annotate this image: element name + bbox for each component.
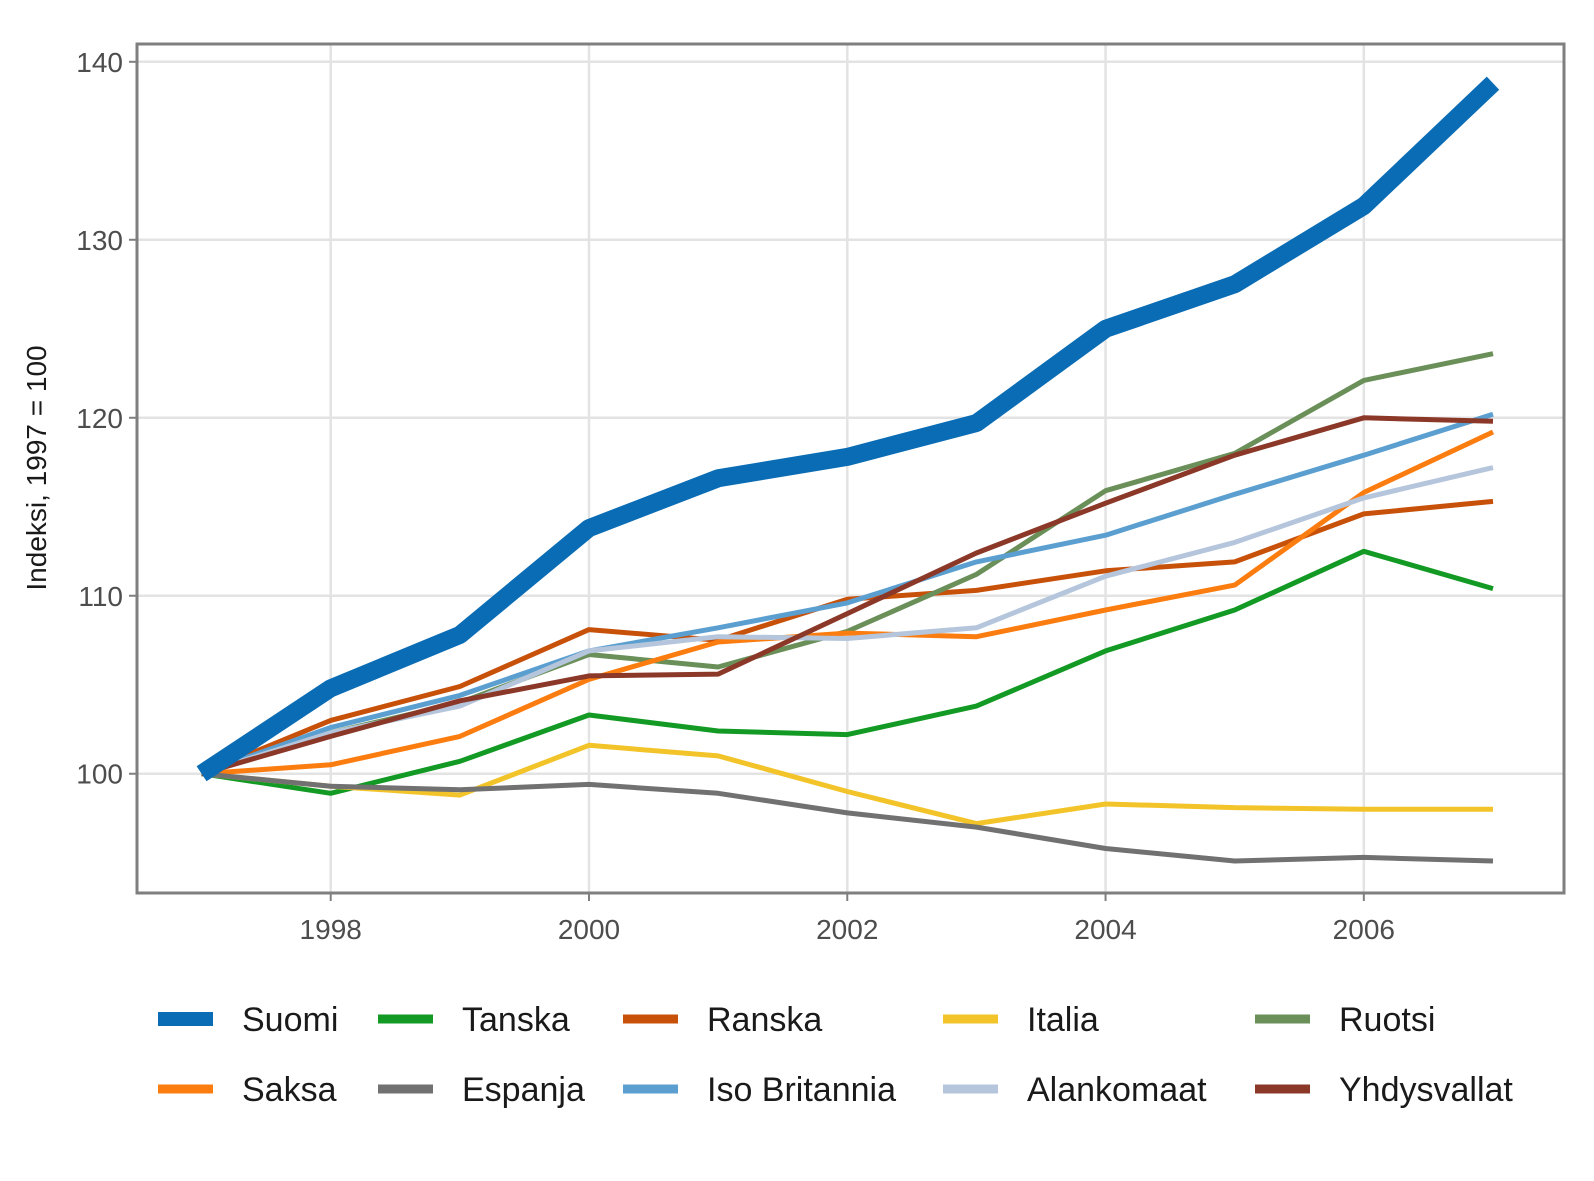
- legend-item-yhdysvallat: Yhdysvallat: [1255, 1071, 1513, 1109]
- legend-label: Saksa: [242, 1071, 337, 1109]
- gridlines: [137, 44, 1564, 893]
- y-tick-label: 140: [76, 47, 123, 78]
- y-tick-label: 120: [76, 403, 123, 434]
- legend-item-italia: Italia: [943, 1001, 1099, 1039]
- y-tick-label: 110: [78, 581, 123, 612]
- x-tick-label: 2006: [1333, 914, 1395, 945]
- plot-border: [135, 42, 1566, 895]
- series-line-yhdysvallat: [200, 415, 1494, 777]
- y-tick-label: 130: [76, 225, 123, 256]
- legend-item-alankomaat: Alankomaat: [943, 1071, 1207, 1109]
- legend-label: Ruotsi: [1339, 1001, 1435, 1039]
- x-tick-label: 2002: [816, 914, 878, 945]
- series-line-suomi: [196, 76, 1500, 782]
- legend-label: Italia: [1027, 1001, 1099, 1039]
- x-tick-label: 2000: [558, 914, 620, 945]
- series-line-saksa: [201, 429, 1495, 777]
- legend-item-iso-britannia: Iso Britannia: [623, 1071, 896, 1109]
- legend-label: Alankomaat: [1027, 1071, 1207, 1109]
- legend-item-espanja: Espanja: [378, 1071, 585, 1109]
- legend-item-ranska: Ranska: [623, 1001, 822, 1039]
- legend-label: Espanja: [462, 1071, 585, 1109]
- legend-label: Iso Britannia: [707, 1071, 896, 1109]
- legend-item-suomi: Suomi: [158, 1001, 338, 1039]
- legend-label: Yhdysvallat: [1339, 1071, 1513, 1109]
- y-axis-title: Indeksi, 1997 = 100: [21, 345, 52, 590]
- series-line-iso-britannia: [200, 411, 1494, 777]
- series-line-italia: [201, 742, 1493, 827]
- plot-area: [196, 76, 1500, 864]
- legend-item-saksa: Saksa: [158, 1071, 337, 1109]
- y-tick-label: 100: [76, 759, 123, 790]
- legend-item-ruotsi: Ruotsi: [1255, 1001, 1435, 1039]
- series-line-espanja: [201, 771, 1494, 864]
- legend-label: Tanska: [462, 1001, 570, 1039]
- series-line-ranska: [200, 498, 1494, 777]
- legend-item-tanska: Tanska: [378, 1001, 570, 1039]
- x-tick-label: 1998: [300, 914, 362, 945]
- axes: 1998 2000 2002 2004 2006 100 110 120 130 140: [76, 47, 1395, 945]
- x-tick-label: 2004: [1074, 914, 1136, 945]
- legend-label: Suomi: [242, 1001, 338, 1039]
- series-line-tanska: [201, 548, 1494, 796]
- legend-label: Ranska: [707, 1001, 822, 1039]
- legend: Suomi Tanska Ranska Italia Ruotsi Saksa Espanj…: [158, 1001, 1513, 1109]
